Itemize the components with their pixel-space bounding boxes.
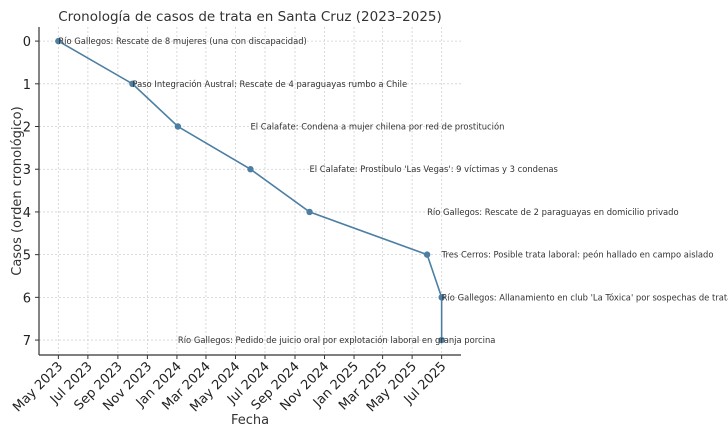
y-axis-label: Casos (orden cronológico): [10, 106, 25, 275]
y-tick-label: 3: [23, 163, 31, 178]
y-tick-label: 5: [23, 249, 31, 264]
data-point: [438, 336, 445, 344]
annotation-label: Río Gallegos: Rescate de 8 mujeres (una …: [58, 36, 306, 46]
data-point: [129, 80, 136, 88]
data-point: [174, 123, 182, 130]
data-point: [247, 166, 254, 173]
data-point: [306, 208, 313, 216]
y-tick-label: 2: [23, 121, 31, 136]
data-point: [55, 37, 62, 45]
chart-title: Cronología de casos de trata en Santa Cr…: [58, 9, 442, 25]
data-point: [423, 251, 431, 258]
y-tick-label: 4: [23, 206, 31, 221]
y-tick-label: 0: [23, 35, 31, 50]
annotation-label: Paso Integración Austral: Rescate de 4 p…: [132, 79, 407, 89]
annotation-label: Tres Cerros: Posible trata laboral: peón…: [441, 250, 714, 260]
x-axis-label: Fecha: [231, 413, 269, 428]
annotation-label: Río Gallegos: Allanamiento en club 'La T…: [442, 292, 728, 302]
annotation-label: El Calafate: Condena a mujer chilena por…: [250, 122, 504, 132]
y-tick-label: 6: [23, 291, 31, 306]
annotation-label: Río Gallegos: Pedido de juicio oral por …: [178, 335, 496, 345]
annotations: Río Gallegos: Rescate de 8 mujeres (una …: [58, 36, 728, 345]
data-point: [438, 294, 445, 301]
annotation-label: Río Gallegos: Rescate de 2 paraguayas en…: [427, 207, 679, 217]
y-tick-label: 1: [23, 78, 31, 93]
series-line-layer: [55, 37, 445, 344]
series-line: [57, 40, 443, 341]
y-tick-label: 7: [23, 334, 31, 349]
annotation-label: El Calafate: Prostíbulo 'Las Vegas': 9 v…: [310, 164, 558, 174]
grid: [39, 27, 461, 355]
